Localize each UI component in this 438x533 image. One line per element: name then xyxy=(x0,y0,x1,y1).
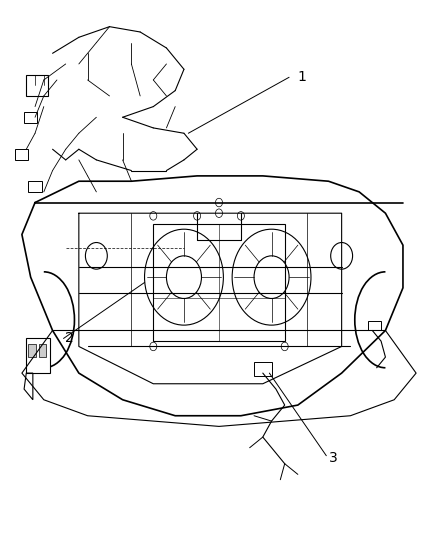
Bar xyxy=(28,181,42,192)
Bar xyxy=(368,321,381,330)
Circle shape xyxy=(215,209,223,217)
Bar xyxy=(254,362,272,376)
Circle shape xyxy=(150,342,157,351)
Text: 3: 3 xyxy=(328,451,337,465)
Circle shape xyxy=(150,212,157,220)
Circle shape xyxy=(194,212,201,220)
Circle shape xyxy=(281,342,288,351)
Bar xyxy=(39,344,46,357)
Bar xyxy=(153,224,285,341)
Bar xyxy=(28,344,36,357)
Bar xyxy=(26,338,50,373)
Bar xyxy=(15,149,28,160)
Text: 2: 2 xyxy=(65,332,74,345)
Text: 1: 1 xyxy=(298,70,307,84)
Bar xyxy=(26,75,48,96)
Circle shape xyxy=(215,198,223,207)
Bar xyxy=(24,112,37,123)
Circle shape xyxy=(237,212,244,220)
